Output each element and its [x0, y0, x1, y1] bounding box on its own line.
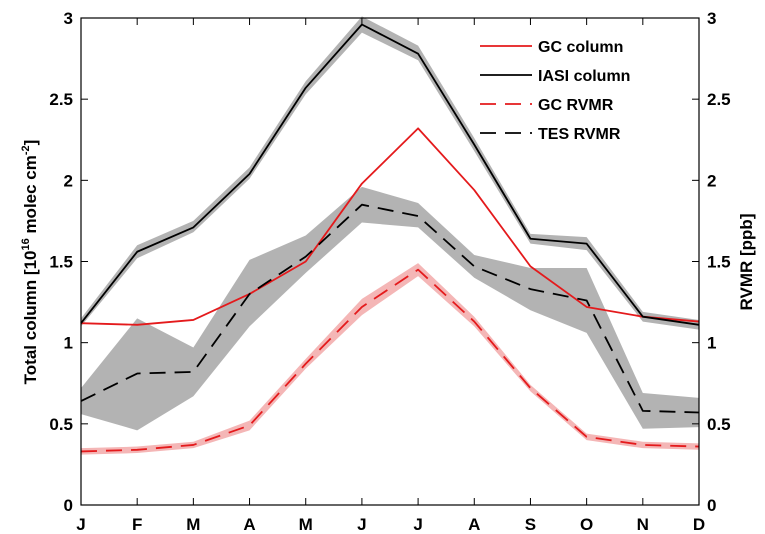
x-tick-label: J	[357, 515, 366, 534]
y-tick-label-right: 3	[707, 9, 716, 28]
y-tick-label-left: 2.5	[49, 90, 73, 109]
y-tick-label-right: 1	[707, 334, 716, 353]
legend-label-gc-rvmr: GC RVMR	[538, 97, 614, 114]
y-tick-label-right: 0.5	[707, 415, 731, 434]
tes-rvmr-line	[80, 203, 700, 414]
plot-area-frame	[80, 17, 700, 506]
x-tick-label: F	[132, 515, 142, 534]
y-axis-right-label: RVMR [ppb]	[737, 214, 756, 311]
y-tick-label-left: 0	[64, 496, 73, 515]
series-lines	[80, 23, 700, 453]
uncertainty-bands	[81, 16, 699, 455]
x-tick-label: A	[243, 515, 255, 534]
y-tick-label-right: 2.5	[707, 90, 731, 109]
x-tick-label: M	[186, 515, 200, 534]
gc-column-line	[80, 127, 700, 326]
x-tick-label: O	[580, 515, 593, 534]
y-tick-label-right: 0	[707, 496, 716, 515]
y-tick-label-left: 1.5	[49, 253, 73, 272]
x-tick-label: D	[693, 515, 705, 534]
tes-rvmr-band	[81, 186, 699, 431]
legend: GC column IASI column GC RVMR TES RVMR	[480, 39, 630, 143]
x-tick-label: J	[413, 515, 422, 534]
x-tick-label: J	[76, 515, 85, 534]
legend-label-gc-column: GC column	[538, 39, 623, 56]
y-axis-left-label: Total column [1016 molec cm-2]	[20, 140, 40, 385]
y-tick-label-left: 0.5	[49, 415, 73, 434]
gc-rvmr-line	[80, 268, 700, 453]
iasi-column-line	[80, 23, 700, 326]
y-tick-label-left: 2	[64, 171, 73, 190]
legend-label-iasi-column: IASI column	[538, 68, 630, 85]
y-tick-label-left: 3	[64, 9, 73, 28]
x-tick-label: M	[299, 515, 313, 534]
x-tick-label: A	[468, 515, 480, 534]
y-tick-label-right: 2	[707, 171, 716, 190]
y-tick-label-left: 1	[64, 334, 73, 353]
x-tick-label: N	[637, 515, 649, 534]
y-tick-label-right: 1.5	[707, 253, 731, 272]
x-tick-label: S	[525, 515, 536, 534]
legend-label-tes-rvmr: TES RVMR	[538, 126, 621, 143]
